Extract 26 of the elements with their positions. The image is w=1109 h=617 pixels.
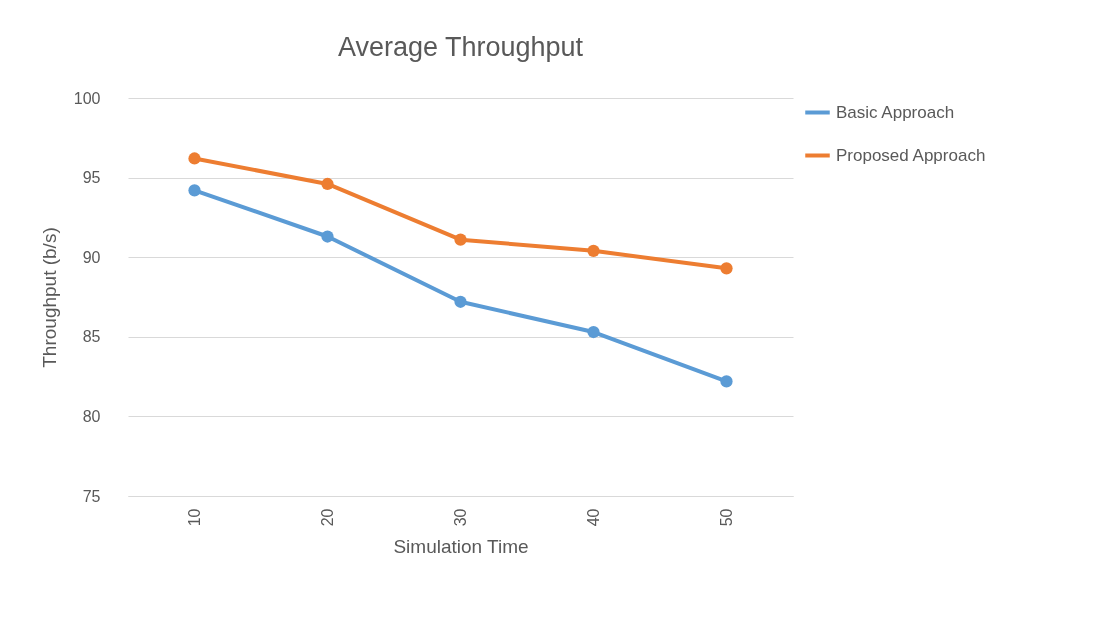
x-tick-label: 10 <box>186 508 203 527</box>
y-tick-label: 90 <box>82 248 101 266</box>
y-axis-title: Throughput (b/s) <box>38 227 60 368</box>
point <box>454 233 467 246</box>
y-tick-label: 95 <box>82 169 101 187</box>
point <box>720 262 733 275</box>
x-axis-title: Simulation Time <box>393 536 529 558</box>
point <box>321 230 334 243</box>
legend-label: Basic Approach <box>836 102 955 122</box>
chart-title: Average Throughput <box>337 32 584 62</box>
x-tick-label: 40 <box>585 508 602 527</box>
y-tick-label: 80 <box>82 407 101 425</box>
point <box>321 177 334 191</box>
y-tick-label: 100 <box>73 89 101 107</box>
point <box>587 244 600 257</box>
point <box>720 375 733 388</box>
point <box>188 184 201 197</box>
point <box>587 325 600 339</box>
point <box>454 295 467 308</box>
y-tick-label: 75 <box>82 487 101 505</box>
x-tick-label: 30 <box>452 508 469 527</box>
x-tick-label: 50 <box>718 508 735 527</box>
y-tick-label: 85 <box>82 328 101 346</box>
point <box>188 152 201 165</box>
x-tick-label: 20 <box>319 508 336 527</box>
legend-label: Proposed Approach <box>836 145 986 165</box>
